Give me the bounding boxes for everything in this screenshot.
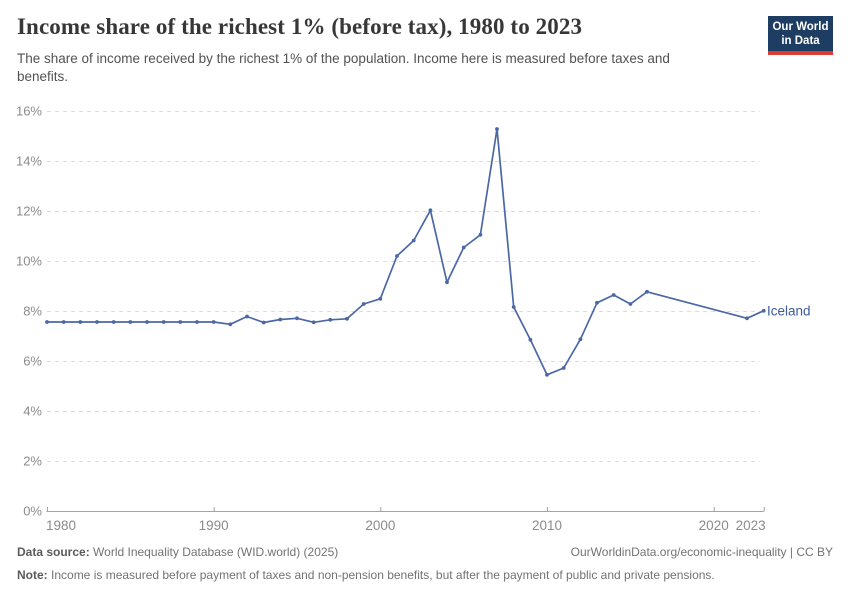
- note-value: Income is measured before payment of tax…: [47, 568, 715, 582]
- data-point-marker[interactable]: [445, 280, 449, 285]
- x-axis-tick-label: 2023: [736, 518, 766, 533]
- note-label: Note:: [17, 568, 48, 582]
- data-source-label: Data source:: [17, 545, 90, 559]
- data-point-marker[interactable]: [528, 337, 533, 342]
- y-axis-tick-label: 10%: [16, 254, 42, 269]
- data-point-marker[interactable]: [128, 320, 133, 324]
- owid-logo[interactable]: Our World in Data: [768, 16, 833, 55]
- data-point-marker[interactable]: [45, 320, 49, 324]
- data-point-marker[interactable]: [761, 308, 766, 313]
- owid-citation-link[interactable]: OurWorldinData.org/economic-inequality |…: [570, 545, 833, 559]
- data-point-marker[interactable]: [61, 320, 66, 324]
- data-point-marker[interactable]: [78, 320, 83, 324]
- data-source-value: World Inequality Database (WID.world) (2…: [89, 545, 339, 559]
- y-axis-tick-label: 4%: [23, 404, 42, 419]
- data-point-marker[interactable]: [111, 320, 116, 324]
- data-point-marker[interactable]: [595, 300, 599, 305]
- data-point-marker[interactable]: [295, 316, 299, 321]
- data-point-marker[interactable]: [395, 254, 399, 258]
- data-point-marker[interactable]: [95, 320, 99, 324]
- data-point-marker[interactable]: [545, 372, 549, 377]
- data-point-marker[interactable]: [611, 293, 616, 297]
- data-point-marker[interactable]: [411, 238, 416, 243]
- data-point-marker[interactable]: [745, 316, 749, 321]
- data-point-marker[interactable]: [378, 296, 383, 301]
- y-axis-tick-label: 0%: [23, 504, 42, 519]
- data-point-marker[interactable]: [178, 320, 183, 324]
- y-axis-tick-label: 6%: [23, 354, 42, 369]
- data-point-marker[interactable]: [311, 320, 316, 325]
- data-point-marker[interactable]: [145, 320, 149, 324]
- data-point-marker[interactable]: [195, 320, 199, 324]
- x-axis-tick-label: 1980: [46, 518, 76, 533]
- x-axis-tick-label: 2010: [532, 518, 562, 533]
- data-point-marker[interactable]: [328, 317, 333, 322]
- data-point-marker[interactable]: [578, 337, 583, 342]
- x-axis-tick-label: 2020: [699, 518, 729, 533]
- data-point-marker[interactable]: [211, 320, 216, 324]
- data-point-marker[interactable]: [645, 289, 649, 294]
- line-series-iceland[interactable]: [46, 128, 765, 376]
- data-point-marker[interactable]: [228, 322, 233, 327]
- y-axis-tick-label: 8%: [23, 304, 42, 319]
- note-text: Note: Income is measured before payment …: [17, 568, 833, 583]
- data-source-text: Data source: World Inequality Database (…: [17, 545, 338, 560]
- data-point-marker[interactable]: [345, 316, 349, 321]
- data-point-marker[interactable]: [495, 127, 499, 131]
- chart-footer: Data source: World Inequality Database (…: [17, 545, 833, 583]
- data-point-marker[interactable]: [561, 366, 566, 370]
- page-title: Income share of the richest 1% (before t…: [17, 14, 583, 39]
- y-axis-tick-label: 14%: [16, 154, 42, 169]
- page-subtitle: The share of income received by the rich…: [17, 51, 670, 84]
- data-point-marker[interactable]: [261, 320, 266, 325]
- x-axis-tick-label: 1990: [199, 518, 229, 533]
- data-point-marker[interactable]: [478, 232, 483, 237]
- owid-logo-line1: Our World: [772, 21, 829, 33]
- data-point-marker[interactable]: [511, 305, 516, 309]
- y-axis-tick-label: 16%: [16, 104, 42, 119]
- x-axis-tick-label: 2000: [365, 518, 395, 533]
- y-axis-tick-label: 12%: [16, 204, 42, 219]
- data-point-marker[interactable]: [361, 302, 366, 306]
- data-point-marker[interactable]: [278, 317, 283, 322]
- y-axis-tick-label: 2%: [23, 454, 42, 469]
- data-point-marker[interactable]: [628, 302, 633, 306]
- entity-label-iceland[interactable]: Iceland: [767, 303, 811, 318]
- data-point-marker[interactable]: [245, 314, 249, 319]
- owid-logo-line2: in Data: [781, 35, 820, 47]
- data-point-marker[interactable]: [461, 245, 466, 250]
- data-point-marker[interactable]: [428, 208, 433, 213]
- data-point-marker[interactable]: [161, 320, 166, 324]
